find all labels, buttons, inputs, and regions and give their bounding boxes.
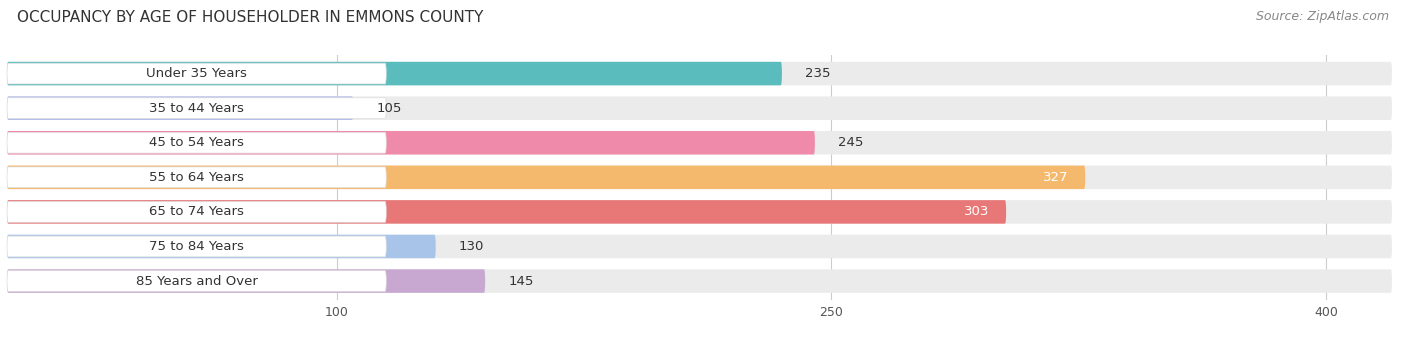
FancyBboxPatch shape — [7, 63, 387, 84]
FancyBboxPatch shape — [7, 235, 436, 258]
Text: 130: 130 — [458, 240, 484, 253]
FancyBboxPatch shape — [7, 132, 387, 153]
Text: 235: 235 — [806, 67, 831, 80]
Text: 303: 303 — [965, 205, 990, 218]
FancyBboxPatch shape — [7, 166, 1085, 189]
FancyBboxPatch shape — [7, 235, 1392, 258]
FancyBboxPatch shape — [7, 202, 387, 222]
FancyBboxPatch shape — [7, 131, 815, 154]
Text: Under 35 Years: Under 35 Years — [146, 67, 247, 80]
FancyBboxPatch shape — [7, 166, 1392, 189]
Text: 105: 105 — [377, 102, 402, 115]
Text: 65 to 74 Years: 65 to 74 Years — [149, 205, 245, 218]
FancyBboxPatch shape — [7, 97, 353, 120]
Text: 45 to 54 Years: 45 to 54 Years — [149, 136, 245, 149]
Text: 327: 327 — [1043, 171, 1069, 184]
FancyBboxPatch shape — [7, 131, 1392, 154]
Text: 55 to 64 Years: 55 to 64 Years — [149, 171, 245, 184]
Text: Source: ZipAtlas.com: Source: ZipAtlas.com — [1256, 10, 1389, 23]
FancyBboxPatch shape — [7, 236, 387, 257]
FancyBboxPatch shape — [7, 62, 1392, 85]
FancyBboxPatch shape — [7, 269, 1392, 293]
Text: 245: 245 — [838, 136, 863, 149]
FancyBboxPatch shape — [7, 97, 1392, 120]
FancyBboxPatch shape — [7, 200, 1007, 224]
Text: 75 to 84 Years: 75 to 84 Years — [149, 240, 245, 253]
FancyBboxPatch shape — [7, 62, 782, 85]
Text: OCCUPANCY BY AGE OF HOUSEHOLDER IN EMMONS COUNTY: OCCUPANCY BY AGE OF HOUSEHOLDER IN EMMON… — [17, 10, 484, 25]
FancyBboxPatch shape — [7, 271, 387, 292]
FancyBboxPatch shape — [7, 269, 485, 293]
Text: 35 to 44 Years: 35 to 44 Years — [149, 102, 245, 115]
Text: 85 Years and Over: 85 Years and Over — [136, 275, 257, 287]
FancyBboxPatch shape — [7, 167, 387, 188]
Text: 145: 145 — [508, 275, 534, 287]
FancyBboxPatch shape — [7, 98, 387, 119]
FancyBboxPatch shape — [7, 200, 1392, 224]
